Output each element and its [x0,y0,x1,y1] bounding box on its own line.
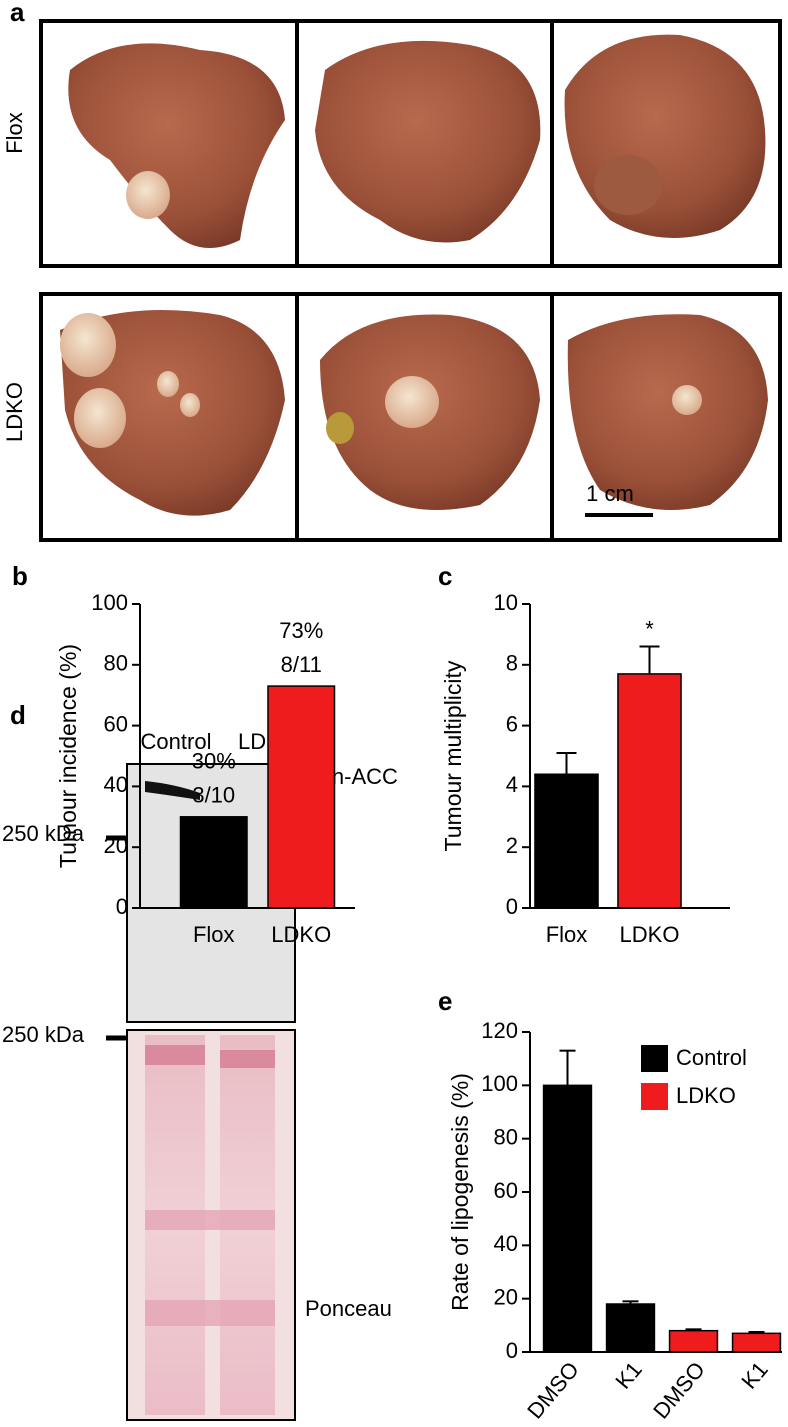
liver [68,43,285,249]
y-tick-label: 0 [506,1338,518,1363]
bar [605,1303,656,1353]
panel-letter: e [438,986,452,1016]
panel-letter: b [12,561,28,591]
y-tick-label: 100 [91,590,128,615]
row-label: Flox [2,112,27,154]
x-tick-label: Flox [546,922,588,947]
stain-band [220,1050,275,1068]
annotation: 3/10 [192,783,235,808]
panel-letter: d [10,700,26,730]
y-tick-label: 120 [481,1018,518,1043]
stain-label: Ponceau [305,1296,392,1321]
band [145,781,200,800]
stain-band [145,1210,275,1230]
liver [315,40,541,243]
y-tick-label: 0 [506,894,518,919]
y-tick-label: 40 [104,772,128,797]
lobe [594,155,662,215]
tumour [672,385,702,415]
bar [668,1329,719,1353]
marker-label: 250 kDa [2,1022,85,1047]
y-tick-label: 100 [481,1071,518,1096]
panel-letter: a [10,0,25,27]
y-tick-label: 4 [506,772,518,797]
x-tick-label: LDKO [620,922,680,947]
y-axis-title: Tumour incidence (%) [55,644,81,868]
panel-letter: c [438,561,452,591]
x-tick-label: DMSO [648,1357,710,1424]
gallbladder [326,412,354,444]
tumour [60,313,116,377]
bar [534,773,599,909]
annotation: 8/11 [281,652,322,677]
y-tick-label: 20 [494,1284,518,1309]
tumour [385,376,439,428]
liver [567,314,768,510]
value-label: 30% [192,749,236,774]
legend-label: Control [676,1045,747,1070]
y-tick-label: 40 [494,1231,518,1256]
y-tick-label: 2 [506,833,518,858]
x-tick-label: K1 [610,1357,646,1394]
tumour [126,171,170,219]
x-tick-label: DMSO [522,1357,584,1424]
stain-band [145,1045,205,1065]
y-tick-label: 8 [506,651,518,676]
y-axis-title: Rate of lipogenesis (%) [447,1073,473,1311]
y-tick-label: 0 [116,894,128,919]
marker-label: 250 kDa [2,821,85,846]
y-tick-label: 80 [494,1124,518,1149]
liver-photos [39,19,782,542]
bar [617,673,682,909]
stain-band [145,1300,275,1326]
tumour [180,393,200,417]
legend-label: LDKO [676,1083,736,1108]
bar [267,685,336,909]
x-tick-label: Flox [193,922,235,947]
legend-swatch [641,1083,668,1110]
tumour [74,388,126,448]
y-tick-label: 20 [104,833,128,858]
y-tick-label: 60 [104,711,128,736]
tumour [157,371,179,397]
bar [179,816,248,909]
y-axis-title: Tumour multiplicity [440,660,466,851]
x-tick-label: K1 [736,1357,772,1394]
value-label: 73% [279,618,323,643]
lane-label: Control [141,729,212,754]
row-label: LDKO [2,382,27,442]
legend-swatch [641,1045,668,1072]
scale-label: 1 cm [586,481,634,506]
y-tick-label: 10 [494,590,518,615]
liver [60,310,285,516]
y-tick-label: 60 [494,1178,518,1203]
bar [542,1084,593,1353]
bar [731,1332,782,1353]
y-tick-label: 6 [506,711,518,736]
blot [126,763,296,1023]
y-tick-label: 80 [104,651,128,676]
x-tick-label: LDKO [271,922,331,947]
annotation: * [645,616,654,641]
